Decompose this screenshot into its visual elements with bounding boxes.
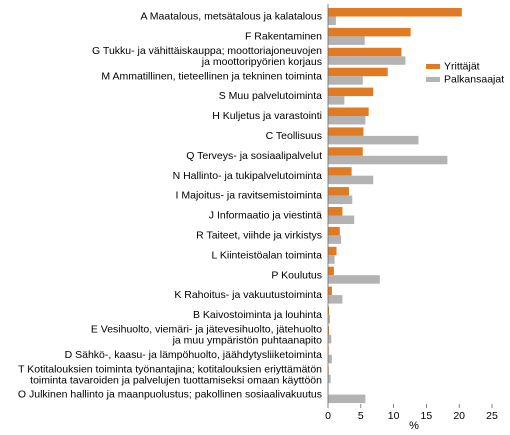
bar-yrittajat-6: [328, 127, 364, 136]
bar-palkansaajat-18: [328, 374, 331, 384]
bar-palkansaajat-5: [328, 116, 366, 125]
bar-yrittajat-3: [328, 67, 388, 77]
category-label-16: E Vesihuolto, viemäri- ja jätevesihuolto…: [91, 323, 322, 346]
bar-palkansaajat-8: [328, 175, 374, 185]
bar-palkansaajat-19: [328, 394, 366, 404]
category-label-19: O Julkinen hallinto ja maanpuolustus; pa…: [18, 389, 322, 401]
category-label-0: A Maatalous, metsätalous ja kalatalous: [140, 11, 322, 23]
legend-label-1: Palkansaajat: [444, 74, 504, 86]
category-labels: A Maatalous, metsätalous ja kalatalous F …: [18, 11, 322, 401]
bar-palkansaajat-14: [328, 295, 343, 304]
category-label-9: I Majoitus- ja ravitsemistoiminta: [176, 190, 323, 202]
bar-palkansaajat-1: [328, 36, 365, 45]
bar-yrittajat-8: [328, 167, 352, 176]
bar-palkansaajat-13: [328, 275, 380, 284]
x-axis-label: %: [409, 420, 419, 432]
bar-yrittajat-4: [328, 87, 374, 97]
bar-palkansaajat-3: [328, 76, 363, 85]
category-label-12: L Kiinteistöalan toiminta: [211, 249, 322, 261]
bar-yrittajat-7: [328, 147, 363, 156]
category-label-18: T Kotitalouksien toiminta työnantajina; …: [18, 363, 322, 386]
bar-yrittajat-10: [328, 207, 343, 216]
category-label-10: J Informaatio ja viestintä: [209, 210, 322, 222]
category-label-13: P Koulutus: [271, 269, 322, 281]
bar-palkansaajat-12: [328, 255, 335, 264]
legend-label-0: Yrittäjät: [444, 61, 480, 73]
bar-yrittajat-12: [328, 246, 337, 256]
bar-yrittajat-13: [328, 266, 334, 276]
category-label-5: H Kuljetus ja varastointi: [212, 110, 322, 122]
bar-yrittajat-1: [328, 27, 411, 37]
bar-palkansaajat-6: [328, 135, 419, 145]
bar-yrittajat-5: [328, 107, 369, 116]
category-label-7: Q Terveys- ja sosiaalipalvelut: [186, 150, 322, 162]
x-tick-label-4: 20: [453, 410, 465, 422]
bar-palkansaajat-16: [328, 334, 332, 344]
bar-palkansaajat-0: [328, 16, 336, 25]
bar-palkansaajat-11: [328, 235, 342, 244]
bars-layer: [328, 8, 462, 404]
category-label-8: N Hallinto- ja tukipalvelutoiminta: [173, 170, 323, 182]
bar-yrittajat-16: [328, 326, 329, 335]
legend-swatch-0: [426, 64, 440, 69]
bar-palkansaajat-7: [328, 155, 448, 165]
x-tick-label-5: 25: [486, 410, 498, 422]
bar-palkansaajat-17: [328, 354, 332, 364]
bar-palkansaajat-15: [328, 315, 330, 324]
bar-yrittajat-15: [328, 306, 329, 315]
bar-yrittajat-9: [328, 187, 349, 196]
bar-yrittajat-2: [328, 47, 402, 57]
bar-palkansaajat-10: [328, 215, 355, 224]
bar-yrittajat-14: [328, 286, 332, 296]
x-tick-label-1: 5: [358, 410, 364, 422]
bar-yrittajat-0: [328, 8, 462, 17]
category-label-3: M Ammatillinen, tieteellinen ja tekninen…: [101, 70, 322, 82]
x-tick-label-3: 15: [421, 410, 433, 422]
category-label-15: B Kaivostoiminta ja louhinta: [193, 309, 322, 321]
bar-palkansaajat-4: [328, 96, 345, 105]
bar-palkansaajat-2: [328, 56, 406, 65]
category-label-17: D Sähkö-, kaasu- ja lämpöhuolto, jäähdyt…: [65, 349, 323, 361]
x-axis-ticks: 0 5 10 15 20 25: [325, 404, 498, 422]
category-label-1: F Rakentaminen: [245, 30, 322, 42]
category-label-2: G Tukku- ja vähittäiskauppa; moottoriajo…: [92, 45, 322, 68]
category-label-11: R Taiteet, viihde ja virkistys: [196, 229, 322, 241]
legend-swatch-1: [426, 77, 440, 82]
bar-yrittajat-11: [328, 226, 340, 236]
category-label-4: S Muu palvelutoiminta: [219, 90, 322, 102]
category-label-14: K Rahoitus- ja vakuutustoiminta: [174, 289, 322, 301]
x-tick-label-0: 0: [325, 410, 331, 422]
category-label-6: C Teollisuus: [266, 130, 322, 142]
x-tick-label-2: 10: [388, 410, 400, 422]
bar-palkansaajat-9: [328, 195, 353, 205]
